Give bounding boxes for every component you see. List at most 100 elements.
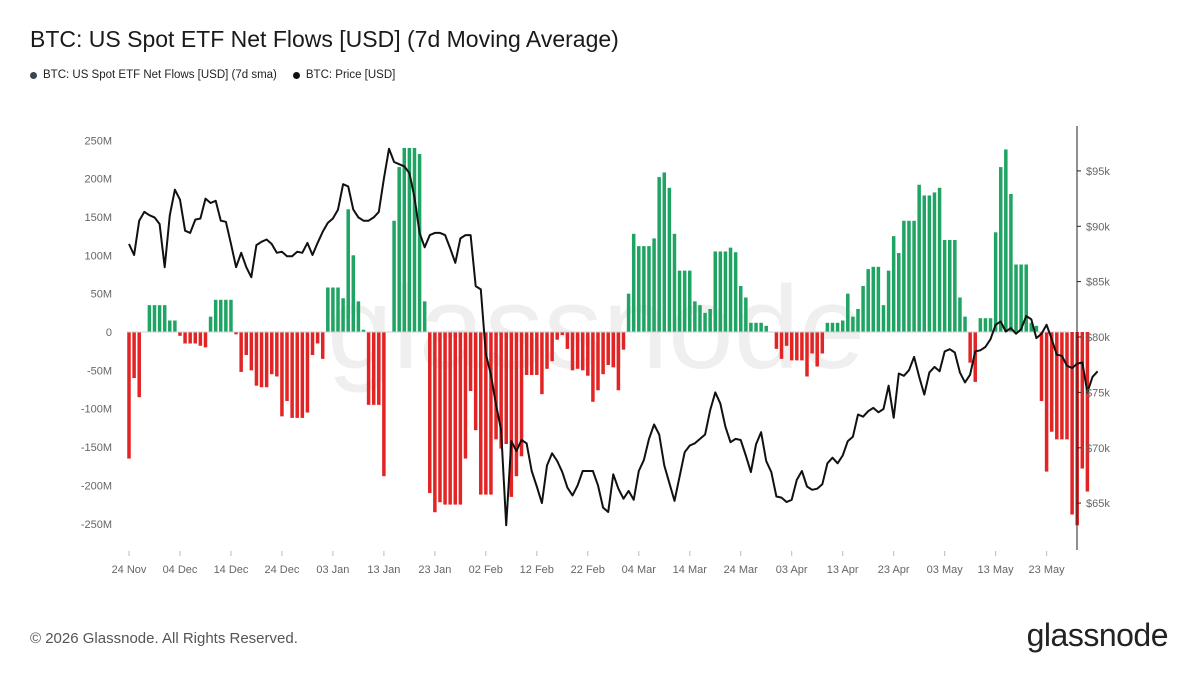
flow-bar xyxy=(351,255,356,332)
flow-bar xyxy=(902,220,906,332)
x-tick-label: 23 Jan xyxy=(418,564,451,576)
flow-bar xyxy=(203,332,208,348)
flow-bar xyxy=(953,239,957,332)
x-tick-label: 13 Apr xyxy=(827,564,859,576)
flow-bar xyxy=(733,252,738,332)
x-tick-label: 02 Feb xyxy=(469,564,503,576)
flow-bar xyxy=(479,332,483,495)
left-tick-label: 50M xyxy=(91,289,112,301)
flow-bar xyxy=(795,332,799,361)
left-tick-label: 150M xyxy=(84,212,112,224)
chart-legend: BTC: US Spot ETF Net Flows [USD] (7d sma… xyxy=(30,69,395,81)
left-tick-label: -250M xyxy=(81,519,112,531)
right-tick-label: $75k xyxy=(1086,387,1110,399)
left-tick-label: -150M xyxy=(81,442,112,454)
flow-bar xyxy=(1044,332,1049,472)
flow-bar xyxy=(514,332,519,477)
flow-bar xyxy=(825,322,830,332)
flow-bar xyxy=(575,332,580,369)
flow-bar xyxy=(642,246,646,332)
flow-bar xyxy=(285,332,289,402)
chart-watermark: glassnode xyxy=(327,262,865,394)
flow-bar xyxy=(305,332,310,413)
right-tick-label: $80k xyxy=(1086,332,1110,344)
flow-bar xyxy=(998,167,1003,332)
flow-bar xyxy=(637,246,641,332)
flow-bar xyxy=(535,332,539,375)
flow-bar xyxy=(219,299,223,332)
right-tick-label: $85k xyxy=(1086,277,1110,289)
flow-bar xyxy=(917,184,921,332)
flow-bar xyxy=(611,332,616,368)
flow-bar xyxy=(749,322,753,332)
flow-bar xyxy=(1014,264,1018,332)
copyright-footer: © 2026 Glassnode. All Rights Reserved. xyxy=(30,630,298,647)
flow-bar xyxy=(631,233,636,332)
flow-bar xyxy=(932,192,937,332)
x-tick-label: 03 Apr xyxy=(776,564,808,576)
flow-bar xyxy=(443,332,447,505)
flow-bar xyxy=(1055,332,1059,440)
flow-bar xyxy=(1029,322,1034,332)
left-axis: 250M 200M 150M 100M 50M 0 -50M -100M -150M -200M -… xyxy=(81,135,112,531)
flow-bar xyxy=(519,332,524,457)
flow-bar xyxy=(580,332,585,371)
flow-bar xyxy=(667,187,672,332)
flow-bar xyxy=(789,332,794,361)
flow-bar xyxy=(621,332,626,350)
etf-flows-chart[interactable]: glassnode 250M 200M 150M 100M 50M 0 -50M -100M -… xyxy=(0,0,1200,600)
flow-bar xyxy=(213,299,218,332)
flow-bar xyxy=(458,332,463,505)
x-tick-label: 04 Mar xyxy=(622,564,657,576)
flow-bar xyxy=(168,320,172,332)
flow-bar xyxy=(657,177,661,332)
flow-bar xyxy=(779,332,784,359)
flow-bar xyxy=(723,251,728,332)
flow-bar xyxy=(346,209,350,332)
flow-bar xyxy=(428,332,432,494)
flow-bar xyxy=(764,325,768,332)
right-tick-label: $95k xyxy=(1086,166,1110,178)
flow-bar xyxy=(596,332,600,391)
flow-bar xyxy=(173,320,177,332)
flow-bar xyxy=(310,332,315,356)
flow-bar xyxy=(713,251,717,332)
flow-bar xyxy=(468,332,473,392)
flow-bar xyxy=(805,332,809,377)
glassnode-logo[interactable]: glassnode xyxy=(1026,617,1169,653)
right-tick-label: $70k xyxy=(1086,443,1110,455)
flow-bar xyxy=(361,329,366,332)
flow-bar xyxy=(244,332,248,356)
flow-bar xyxy=(840,320,845,332)
flow-bar xyxy=(815,332,819,367)
flow-bar xyxy=(1024,264,1028,332)
flow-bar xyxy=(524,332,529,375)
flow-bar xyxy=(830,322,835,332)
flow-bar xyxy=(550,332,554,362)
flow-bar xyxy=(295,332,299,418)
flow-bar xyxy=(907,220,911,332)
left-tick-label: 0 xyxy=(106,327,112,339)
legend-item-net-flows[interactable]: BTC: US Spot ETF Net Flows [USD] (7d sma… xyxy=(30,69,277,81)
flow-bar xyxy=(820,332,825,354)
flow-bar xyxy=(586,332,590,376)
flow-bar xyxy=(866,269,870,332)
flow-bar xyxy=(453,332,458,505)
flow-bar xyxy=(1085,332,1090,492)
legend-item-price[interactable]: BTC: Price [USD] xyxy=(292,69,395,81)
flow-bar xyxy=(698,305,702,332)
flow-bar xyxy=(856,308,860,332)
x-tick-label: 13 May xyxy=(978,564,1015,576)
flow-bar xyxy=(927,195,932,332)
flow-bar xyxy=(320,332,325,359)
flow-bar xyxy=(948,239,952,332)
flow-bar xyxy=(861,285,865,332)
flow-bar xyxy=(193,332,198,344)
flow-bar xyxy=(718,251,723,332)
flow-bar xyxy=(1004,149,1008,332)
legend-marker-price xyxy=(292,71,300,79)
x-tick-label: 13 Jan xyxy=(367,564,400,576)
flow-bar xyxy=(606,332,610,365)
flow-bar xyxy=(407,147,412,332)
flow-bar xyxy=(993,232,998,332)
